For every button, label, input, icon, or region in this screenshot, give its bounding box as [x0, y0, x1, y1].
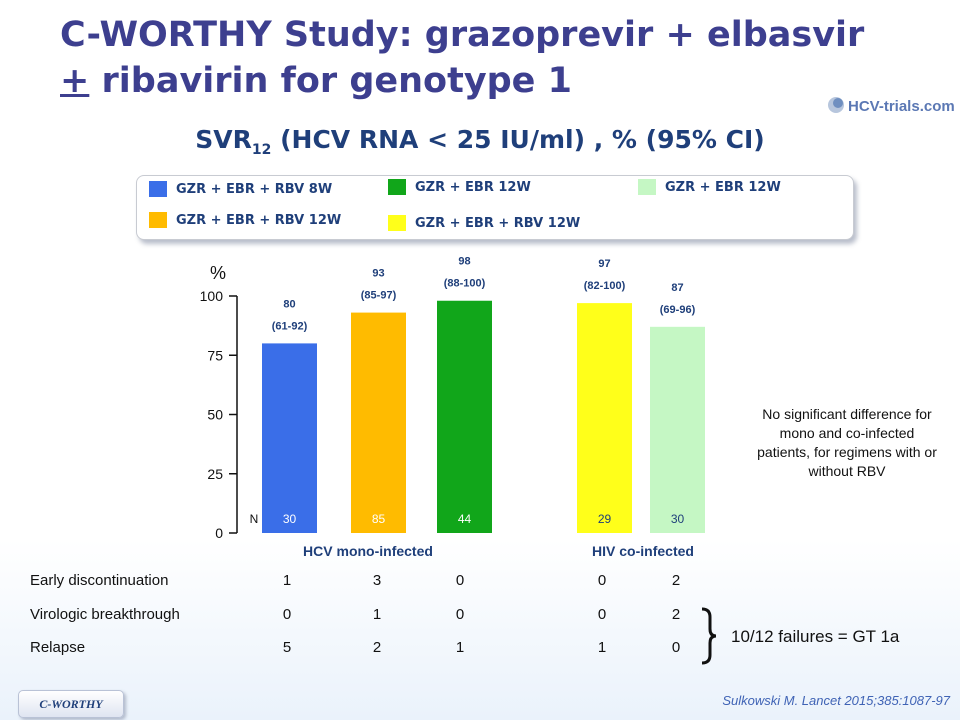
table-cell: 1: [455, 639, 465, 656]
bar: [351, 312, 406, 533]
table-cell: 0: [597, 606, 607, 623]
bar-ci-label: (82-100): [584, 280, 626, 292]
legend: [136, 175, 854, 240]
hcv-trials-logo: HCV-trials.com: [828, 97, 955, 115]
bar: [262, 343, 317, 533]
legend-item-gzr-ebr-12w-mono: GZR + EBR 12W: [388, 179, 531, 195]
legend-item-gzr-ebr-rbv-8w: GZR + EBR + RBV 8W: [149, 181, 332, 197]
bar: [650, 326, 705, 533]
title-line-2: + ribavirin for genotype 1: [60, 58, 940, 104]
table-cell: 1: [597, 639, 607, 656]
bar: [437, 300, 492, 533]
bar-value-label: 87: [671, 282, 683, 294]
legend-swatch: [388, 215, 406, 231]
group-label: HCV mono-infected: [303, 543, 433, 559]
failures-gt1a-note: 10/12 failures = GT 1a: [731, 627, 900, 646]
chart-title-main: SVR: [195, 125, 252, 154]
bar-value-label: 97: [598, 258, 610, 270]
y-tick-label: 0: [215, 525, 223, 541]
table-row-label: Virologic breakthrough: [30, 606, 180, 623]
table-cell: 0: [282, 606, 292, 623]
bar-n-label: 29: [598, 512, 612, 526]
title-line-2-text: ribavirin for genotype 1: [89, 61, 572, 101]
legend-label: GZR + EBR + RBV 12W: [176, 212, 342, 228]
y-tick-label: 25: [207, 466, 223, 482]
group-label: HIV co-infected: [592, 543, 694, 559]
chart-title: SVR12 (HCV RNA < 25 IU/ml) , % (95% CI): [0, 125, 960, 158]
y-tick-label: 75: [207, 347, 223, 363]
legend-swatch: [149, 212, 167, 228]
legend-item-gzr-ebr-rbv-12w: GZR + EBR + RBV 12W: [149, 212, 341, 228]
y-axis-label: %: [210, 263, 226, 283]
title-line-1: C-WORTHY Study: grazoprevir + elbasvir: [60, 15, 865, 55]
bar-ci-label: (61-92): [272, 320, 308, 332]
n-label: N: [250, 512, 259, 526]
table-cell: 0: [455, 606, 465, 623]
bar-value-label: 98: [458, 256, 470, 268]
bar-n-label: 44: [458, 512, 472, 526]
table-cell: 2: [671, 572, 681, 589]
plus-minus-sign: +: [60, 61, 90, 101]
table-cell: 0: [597, 572, 607, 589]
slide-title: C-WORTHY Study: grazoprevir + elbasvir +…: [60, 12, 940, 104]
legend-label: GZR + EBR + RBV 8W: [176, 181, 333, 197]
chart-title-subscript: 12: [251, 142, 272, 158]
legend-swatch: [638, 179, 656, 195]
table-cell: 2: [372, 639, 382, 656]
y-tick-label: 100: [200, 288, 224, 304]
bar-n-label: 30: [283, 512, 297, 526]
bar-ci-label: (85-97): [361, 290, 397, 302]
legend-swatch: [149, 181, 167, 197]
legend-item-gzr-ebr-12w-hiv: GZR + EBR 12W: [638, 179, 781, 195]
bar-ci-label: (69-96): [660, 304, 696, 316]
table-row-label: Relapse: [30, 639, 86, 656]
bar: [577, 303, 632, 533]
table-cell: 0: [455, 572, 465, 589]
citation: Sulkowski M. Lancet 2015;385:1087-97: [722, 693, 950, 708]
table-cell: 1: [282, 572, 292, 589]
table-cell: 3: [372, 572, 382, 589]
legend-swatch: [388, 179, 406, 195]
bar-value-label: 93: [372, 268, 384, 280]
legend-item-gzr-ebr-rbv-12w-hiv: GZR + EBR + RBV 12W: [388, 215, 580, 231]
study-tag: C-WORTHY: [18, 690, 124, 718]
bar-ci-label: (88-100): [444, 278, 486, 290]
right-brace-icon: [701, 607, 717, 665]
table-row-label: Early discontinuation: [30, 572, 169, 589]
legend-label: GZR + EBR + RBV 12W: [415, 215, 581, 231]
no-difference-note: No significant difference for mono and c…: [757, 406, 937, 479]
bar-n-label: 30: [671, 512, 685, 526]
table-cell: 1: [372, 606, 382, 623]
legend-label: GZR + EBR 12W: [665, 179, 781, 195]
legend-label: GZR + EBR 12W: [415, 179, 531, 195]
table-cell: 0: [671, 639, 681, 656]
y-tick-label: 50: [207, 407, 223, 423]
logo-text: HCV-trials.com: [848, 98, 955, 115]
table-cell: 2: [671, 606, 681, 623]
table-cell: 5: [282, 639, 292, 656]
bar-value-label: 80: [283, 298, 295, 310]
chart-title-rest: (HCV RNA < 25 IU/ml) , % (95% CI): [271, 125, 765, 154]
bar-n-label: 85: [372, 512, 386, 526]
